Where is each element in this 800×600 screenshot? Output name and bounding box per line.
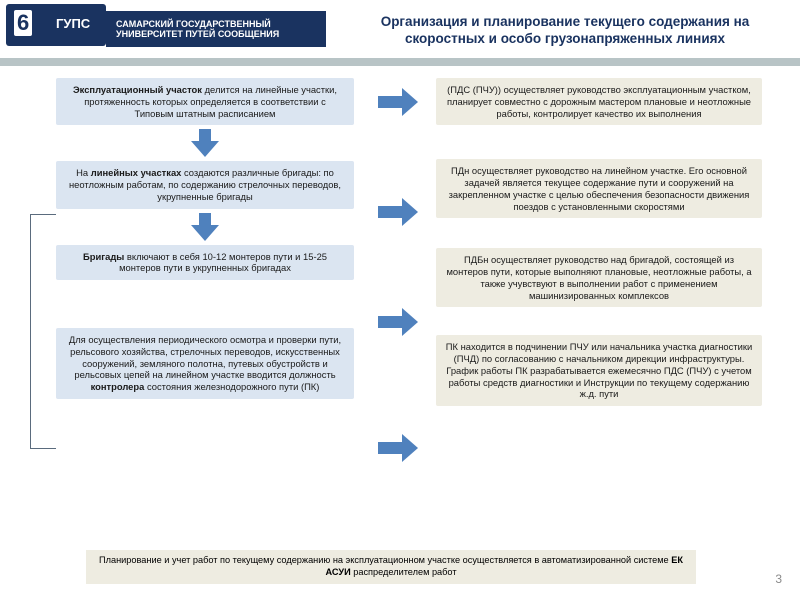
logo-block: 6 ГУПС САМАРСКИЙ ГОСУДАРСТВЕННЫЙ УНИВЕРС…: [0, 0, 340, 58]
right-box-3: ПДБн осуществляет руководство над бригад…: [436, 248, 762, 307]
footer-post: распределителем работ: [351, 567, 457, 577]
title-wrap: Организация и планирование текущего соде…: [340, 10, 800, 48]
connector-line: [30, 448, 56, 449]
l3-bold: Бригады: [83, 251, 124, 262]
right-box-1: (ПДС (ПЧУ)) осуществляет руководство экс…: [436, 78, 762, 125]
left-box-2: На линейных участках создаются различные…: [56, 161, 354, 208]
content-area: Эксплуатационный участок делится на лине…: [0, 66, 800, 74]
connector-line: [30, 214, 56, 215]
university-line2: УНИВЕРСИТЕТ ПУТЕЙ СООБЩЕНИЯ: [116, 29, 326, 39]
l4-bold: контролера: [91, 381, 145, 392]
right-column: (ПДС (ПЧУ)) осуществляет руководство экс…: [436, 74, 762, 406]
l1-bold: Эксплуатационный участок: [73, 84, 202, 95]
university-name: САМАРСКИЙ ГОСУДАРСТВЕННЫЙ УНИВЕРСИТЕТ ПУ…: [106, 11, 326, 47]
arrow-right-icon: [378, 88, 422, 116]
university-logo: 6 ГУПС: [6, 4, 106, 54]
left-column: Эксплуатационный участок делится на лине…: [56, 74, 354, 399]
left-box-4: Для осуществления периодического осмотра…: [56, 328, 354, 399]
footer-box: Планирование и учет работ по текущему со…: [86, 550, 696, 584]
header: 6 ГУПС САМАРСКИЙ ГОСУДАРСТВЕННЫЙ УНИВЕРС…: [0, 0, 800, 58]
right-box-4: ПК находится в подчинении ПЧУ или началь…: [436, 335, 762, 406]
arrow-right-icon: [378, 434, 422, 462]
arrow-right-icon: [378, 308, 422, 336]
l3-post: включают в себя 10-12 монтеров пути и 15…: [119, 251, 327, 274]
l4-pre: Для осуществления периодического осмотра…: [69, 334, 341, 380]
left-box-1: Эксплуатационный участок делится на лине…: [56, 78, 354, 125]
header-divider: [0, 58, 800, 66]
logo-abbrev: ГУПС: [56, 16, 90, 31]
arrow-right-icon: [378, 198, 422, 226]
right-box-2: ПДн осуществляет руководство на линейном…: [436, 159, 762, 218]
left-box-3: Бригады включают в себя 10-12 монтеров п…: [56, 245, 354, 281]
page-title: Организация и планирование текущего соде…: [340, 14, 790, 48]
l2-pre: На: [76, 167, 91, 178]
connector-line: [30, 214, 31, 448]
logo-digit: 6: [14, 10, 32, 36]
footer-pre: Планирование и учет работ по текущему со…: [99, 555, 671, 565]
l4-post: состояния железнодорожного пути (ПК): [144, 381, 319, 392]
arrow-down-icon: [191, 141, 219, 157]
university-line1: САМАРСКИЙ ГОСУДАРСТВЕННЫЙ: [116, 19, 326, 29]
arrow-down-icon: [191, 225, 219, 241]
page-number: 3: [775, 572, 782, 586]
l2-bold: линейных участках: [91, 167, 182, 178]
